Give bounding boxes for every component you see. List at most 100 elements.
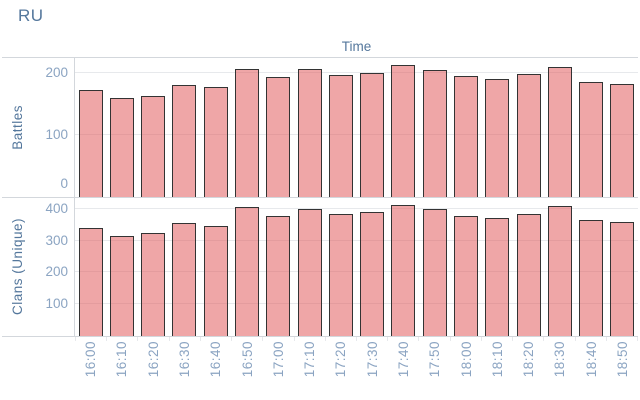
bar-slot <box>544 198 575 336</box>
x-label-slot: 17:20 <box>325 341 356 395</box>
bar-slot <box>169 58 200 197</box>
y-tick-label-400: 400 <box>45 200 68 216</box>
x-tick-mark <box>106 337 137 341</box>
bar-battles-17:40[interactable] <box>391 64 416 197</box>
y-tick-label-0: 0 <box>60 176 68 191</box>
y-tick-label-300: 300 <box>45 232 68 248</box>
bar-battles-18:40[interactable] <box>579 81 604 197</box>
x-tick-mark <box>355 337 387 341</box>
bar-clans-unique-18:50[interactable] <box>610 222 635 336</box>
y-tick-label-100: 100 <box>45 126 68 142</box>
bar-clans-unique-18:20[interactable] <box>516 214 541 336</box>
bar-clans-unique-17:50[interactable] <box>422 209 447 336</box>
bar-clans-unique-17:10[interactable] <box>297 208 322 336</box>
bar-slot <box>607 198 638 336</box>
bar-slot <box>294 58 325 197</box>
x-axis-ticks <box>75 337 638 341</box>
x-tick-mark <box>418 337 449 341</box>
bar-slot <box>75 198 106 336</box>
x-label-slot: 17:10 <box>294 341 325 395</box>
gridline-200 <box>75 271 638 273</box>
bar-clans-unique-17:30[interactable] <box>360 212 385 336</box>
x-tick-label-18:20: 18:20 <box>521 341 537 378</box>
bar-slot <box>388 58 419 197</box>
x-tick-mark <box>262 337 293 341</box>
x-axis-labels: 16:00 16:10 16:20 16:30 16:40 16:50 17:00 17:10… <box>75 341 638 395</box>
x-label-slot: 16:50 <box>231 341 262 395</box>
x-tick-label-17:30: 17:30 <box>364 341 380 378</box>
bar-battles-18:20[interactable] <box>516 74 541 197</box>
bar-battles-16:30[interactable] <box>172 85 197 197</box>
x-tick-mark <box>512 337 543 341</box>
x-label-slot: 18:00 <box>450 341 481 395</box>
bar-battles-17:10[interactable] <box>297 69 322 197</box>
bar-battles-16:10[interactable] <box>109 97 134 197</box>
battles-grid-layer <box>75 58 638 197</box>
bar-clans-unique-17:00[interactable] <box>266 215 291 336</box>
bar-clans-unique-18:00[interactable] <box>454 215 479 336</box>
bar-clans-unique-16:30[interactable] <box>172 223 197 336</box>
x-tick-label-17:50: 17:50 <box>427 341 443 378</box>
bar-slot <box>419 58 450 197</box>
bar-clans-unique-16:50[interactable] <box>235 206 260 336</box>
x-label-slot: 18:10 <box>482 341 513 395</box>
bar-clans-unique-16:20[interactable] <box>141 233 166 336</box>
bar-battles-17:50[interactable] <box>422 70 447 197</box>
bar-battles-17:30[interactable] <box>360 72 385 197</box>
x-label-slot: 17:50 <box>419 341 450 395</box>
x-tick-label-16:50: 16:50 <box>239 341 255 378</box>
bar-clans-unique-16:10[interactable] <box>109 235 134 336</box>
clans-bars <box>75 198 638 336</box>
bar-slot <box>200 58 231 197</box>
bar-slot <box>231 198 262 336</box>
bar-battles-16:50[interactable] <box>235 69 260 197</box>
bar-slot <box>513 198 544 336</box>
y-tick-label-200: 200 <box>45 64 68 80</box>
bar-battles-18:50[interactable] <box>610 84 635 197</box>
bar-clans-unique-18:10[interactable] <box>485 218 510 336</box>
x-label-slot: 18:20 <box>513 341 544 395</box>
x-tick-mark <box>199 337 231 341</box>
gridline-300 <box>75 239 638 241</box>
bar-slot <box>169 198 200 336</box>
x-tick-mark <box>480 337 512 341</box>
bar-slot <box>231 58 262 197</box>
gridline-100 <box>75 133 638 135</box>
x-axis-line <box>2 336 638 337</box>
bar-battles-18:10[interactable] <box>485 79 510 197</box>
x-tick-mark <box>75 337 106 341</box>
bar-clans-unique-16:40[interactable] <box>203 225 228 336</box>
bar-slot <box>482 198 513 336</box>
x-label-slot: 18:50 <box>607 341 638 395</box>
x-tick-mark <box>324 337 356 341</box>
bar-clans-unique-17:20[interactable] <box>328 214 353 336</box>
bar-battles-17:20[interactable] <box>328 74 353 197</box>
y-tick-label-100: 100 <box>45 296 68 312</box>
bar-slot <box>325 58 356 197</box>
x-tick-label-18:10: 18:10 <box>489 341 505 378</box>
bar-slot <box>450 198 481 336</box>
x-tick-label-16:00: 16:00 <box>83 341 99 378</box>
bar-battles-16:40[interactable] <box>203 87 228 197</box>
gridline-400 <box>75 207 638 209</box>
bar-slot <box>576 58 607 197</box>
bar-clans-unique-18:40[interactable] <box>579 219 604 336</box>
bar-slot <box>325 198 356 336</box>
bar-clans-unique-17:40[interactable] <box>391 204 416 336</box>
bar-clans-unique-18:30[interactable] <box>547 205 572 336</box>
y-axis-line <box>74 57 75 336</box>
bar-slot <box>513 58 544 197</box>
x-tick-label-16:10: 16:10 <box>114 341 130 378</box>
bar-battles-16:00[interactable] <box>78 90 103 197</box>
bar-battles-18:30[interactable] <box>547 67 572 197</box>
x-tick-label-17:40: 17:40 <box>395 341 411 378</box>
bar-slot <box>357 58 388 197</box>
bar-slot <box>576 198 607 336</box>
bar-battles-18:00[interactable] <box>454 76 479 197</box>
bar-slot <box>263 198 294 336</box>
bar-battles-16:20[interactable] <box>141 95 166 197</box>
bar-clans-unique-16:00[interactable] <box>78 227 103 336</box>
x-tick-mark <box>449 337 481 341</box>
bar-battles-17:00[interactable] <box>266 76 291 197</box>
x-label-slot: 16:30 <box>169 341 200 395</box>
